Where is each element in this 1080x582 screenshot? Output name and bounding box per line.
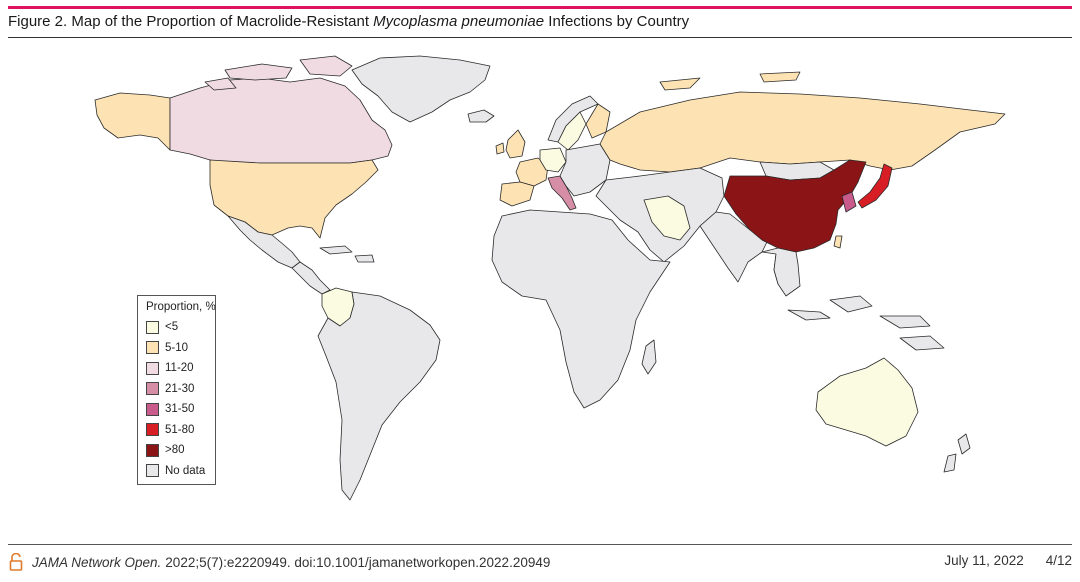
country-russia-arctic [659,71,801,91]
region-indonesia [787,295,931,329]
country-madagascar [641,339,657,375]
legend-label: >80 [165,444,185,457]
legend-label: 31-50 [165,403,195,416]
country-germany [539,147,567,173]
open-access-lock-icon [9,553,23,571]
footer-rule [8,544,1072,545]
legend-swatch [146,402,159,416]
figure-title-italic: Mycoplasma pneumoniae [373,13,545,30]
country-iran [643,195,691,241]
footer-meta: July 11, 2022 4/12 [944,553,1072,568]
figure-title: Figure 2. Map of the Proportion of Macro… [8,13,689,30]
legend-item: 11-20 [146,358,215,379]
legend-label: 11-20 [165,362,194,375]
world-map [94,55,1006,501]
region-central-america [291,261,331,295]
legend-swatch [146,464,159,478]
country-new-zealand [943,433,971,473]
figure-title-prefix: Figure 2. Map of the Proportion of Macro… [8,13,374,30]
legend-swatch [146,443,159,457]
region-new-guinea [899,335,945,351]
journal-name: JAMA Network Open. [32,554,162,570]
legend-item: No data [146,461,215,482]
country-japan [857,163,893,209]
legend-item: 5-10 [146,338,215,359]
legend-item: 31-50 [146,399,215,420]
region-southeast-asia [761,247,801,297]
region-caribbean [319,245,375,263]
region-south-america [317,291,441,501]
country-south-korea [841,191,857,213]
country-greenland [351,55,491,123]
figure-title-suffix: Infections by Country [544,13,690,30]
footer-citation: JAMA Network Open. 2022;5(7):e2220949. d… [8,553,550,571]
country-spain [499,181,535,207]
country-iceland [467,109,495,123]
legend-swatch [146,320,159,334]
country-taiwan [833,235,843,249]
publication-date: July 11, 2022 [944,553,1024,568]
country-russia [599,91,1006,173]
country-canada-arctic [204,55,353,91]
country-australia [815,357,919,447]
legend-label: <5 [165,321,179,334]
citation-text: 2022;5(7):e2220949. doi:10.1001/jamanetw… [165,554,551,570]
country-canada [169,77,393,164]
top-accent-rule [8,6,1072,9]
legend-swatch [146,423,159,437]
legend-item: >80 [146,440,215,461]
map-legend: Proportion, % <5 5-10 11-20 21-30 31-50 … [137,295,216,485]
legend-item: 21-30 [146,379,215,400]
region-africa [491,209,671,409]
country-finland [585,103,611,139]
legend-swatch [146,361,159,375]
legend-label: No data [165,464,206,477]
country-uk [495,129,526,159]
legend-label: 21-30 [165,382,195,395]
legend-item: <5 [146,317,215,338]
legend-item: 51-80 [146,420,215,441]
page-number: 4/12 [1045,553,1072,568]
legend-label: 5-10 [165,341,189,354]
country-alaska [94,92,171,151]
country-usa [209,159,379,239]
title-rule [8,37,1072,38]
legend-title: Proportion, % [146,301,216,313]
legend-swatch [146,382,159,396]
legend-swatch [146,341,159,355]
legend-label: 51-80 [165,423,195,436]
